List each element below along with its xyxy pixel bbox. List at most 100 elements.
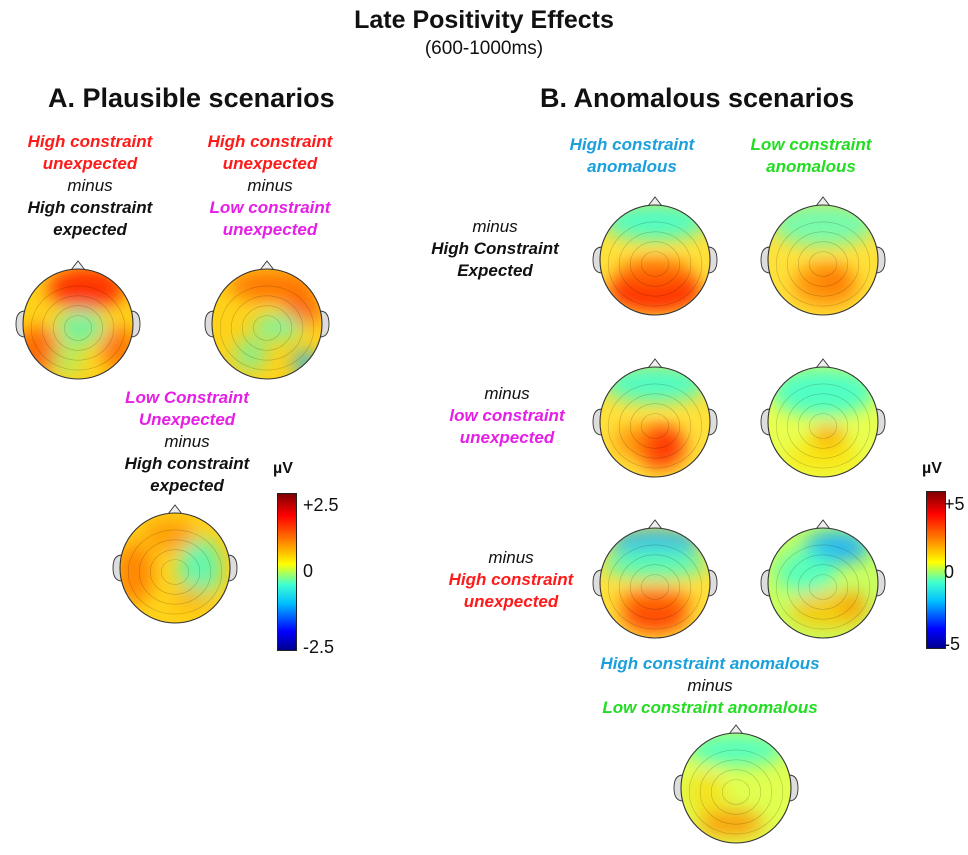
nose <box>647 358 663 369</box>
contour-line <box>808 574 838 600</box>
topomap-a-hc-unexpected-minus-hc-expected <box>15 260 141 380</box>
contour-line <box>52 305 104 351</box>
label-line: Expected <box>457 261 533 280</box>
head-outline <box>119 512 231 624</box>
contour-line <box>808 413 838 439</box>
right-ear <box>875 569 886 597</box>
right-ear <box>707 569 718 597</box>
label-line: minus <box>687 676 733 695</box>
scalp-field <box>768 528 878 638</box>
nose <box>647 519 663 530</box>
label-line: Low constraint <box>750 135 872 154</box>
potential-blob <box>228 269 317 302</box>
contour-line <box>797 403 849 449</box>
topomap-b-hc-anomalous-minus-lc-unexpected <box>592 358 718 478</box>
contour-line <box>219 285 315 371</box>
contour-line <box>618 231 692 297</box>
label-line: anomalous <box>766 157 856 176</box>
potential-blob <box>770 367 876 417</box>
scalp-field <box>600 367 710 477</box>
label-line: minus <box>247 176 293 195</box>
right-ear <box>227 554 238 582</box>
nose <box>728 724 744 735</box>
head-outline <box>767 366 879 478</box>
right-ear <box>788 774 799 802</box>
topomap-a-lc-unexpected-minus-hc-expected <box>112 504 238 624</box>
label-line: High constraint <box>27 198 153 217</box>
scalp-field <box>768 205 878 315</box>
colorbar-a <box>277 493 297 651</box>
left-ear <box>760 569 771 597</box>
topomap-b-hc-anomalous-minus-hc-expected <box>592 196 718 316</box>
contour-line <box>127 529 223 615</box>
left-ear <box>15 310 26 338</box>
label-line: unexpected <box>463 592 559 611</box>
panel-b-column-1-label: High constraint anomalous <box>557 134 707 178</box>
contour-line <box>607 383 703 469</box>
potential-blob <box>776 550 837 594</box>
head-outline <box>767 204 879 316</box>
topomap-b-lc-anomalous-minus-hc-unexpected <box>760 519 886 639</box>
potential-blob <box>686 771 725 816</box>
left-ear <box>760 246 771 274</box>
contour-line <box>710 769 762 815</box>
nose <box>647 196 663 207</box>
label-line: High constraint <box>448 570 574 589</box>
potential-blob <box>616 585 694 614</box>
colorbar-b-max: +5 <box>944 494 965 514</box>
contour-line <box>775 383 871 469</box>
label-line: unexpected <box>222 154 318 173</box>
head-outline <box>599 527 711 639</box>
label-line: minus <box>488 548 534 567</box>
scalp-field <box>768 367 878 477</box>
label-line: anomalous <box>587 157 677 176</box>
right-ear <box>707 246 718 274</box>
scalp-field <box>600 528 710 638</box>
colorbar-a-max: +2.5 <box>303 495 339 515</box>
contour-line <box>252 315 282 341</box>
contour-line <box>699 759 773 825</box>
nose <box>815 519 831 530</box>
scalp-field <box>120 513 230 623</box>
contour-line <box>618 393 692 459</box>
head-outline <box>22 268 134 380</box>
topomap-b-hc-anomalous-minus-hc-unexpected <box>592 519 718 639</box>
potential-blob <box>613 424 653 458</box>
colorbar-b <box>926 491 946 649</box>
label-line: low constraint <box>449 406 565 425</box>
nose <box>70 260 86 271</box>
contour-line <box>808 251 838 277</box>
head-outline <box>599 204 711 316</box>
label-line: unexpected <box>222 220 318 239</box>
left-ear <box>204 310 215 338</box>
potential-blob <box>50 343 84 377</box>
contour-line <box>41 295 115 361</box>
colorbar-b-unit: µV <box>922 460 942 477</box>
panel-b-column-2-label: Low constraint anomalous <box>736 134 886 178</box>
panel-b-row-2-label: minus low constraint unexpected <box>432 383 582 449</box>
colorbar-b-min: -5 <box>944 634 961 654</box>
right-ear <box>319 310 330 338</box>
contour-line <box>688 749 784 835</box>
left-ear <box>592 569 603 597</box>
label-line: minus <box>472 217 518 236</box>
potential-blob <box>697 810 764 838</box>
colorbar-a-unit: µV <box>273 460 293 477</box>
potential-blob <box>770 205 876 247</box>
contour-line <box>786 231 860 297</box>
label-line: High constraint <box>27 132 153 151</box>
left-ear <box>592 408 603 436</box>
label-line: minus <box>484 384 530 403</box>
panel-a-heading: A. Plausible scenarios <box>48 83 335 113</box>
contour-line <box>30 285 126 371</box>
panel-a-label-3: Low Constraint Unexpected minus High con… <box>97 387 277 497</box>
potential-blob <box>608 528 702 556</box>
head-outline <box>211 268 323 380</box>
contour-line <box>149 549 201 595</box>
head-outline <box>680 732 792 844</box>
contour-line <box>607 544 703 630</box>
contour-line <box>775 544 871 630</box>
contour-line <box>775 221 871 307</box>
scalp-field <box>681 733 791 843</box>
contour-line <box>640 413 670 439</box>
